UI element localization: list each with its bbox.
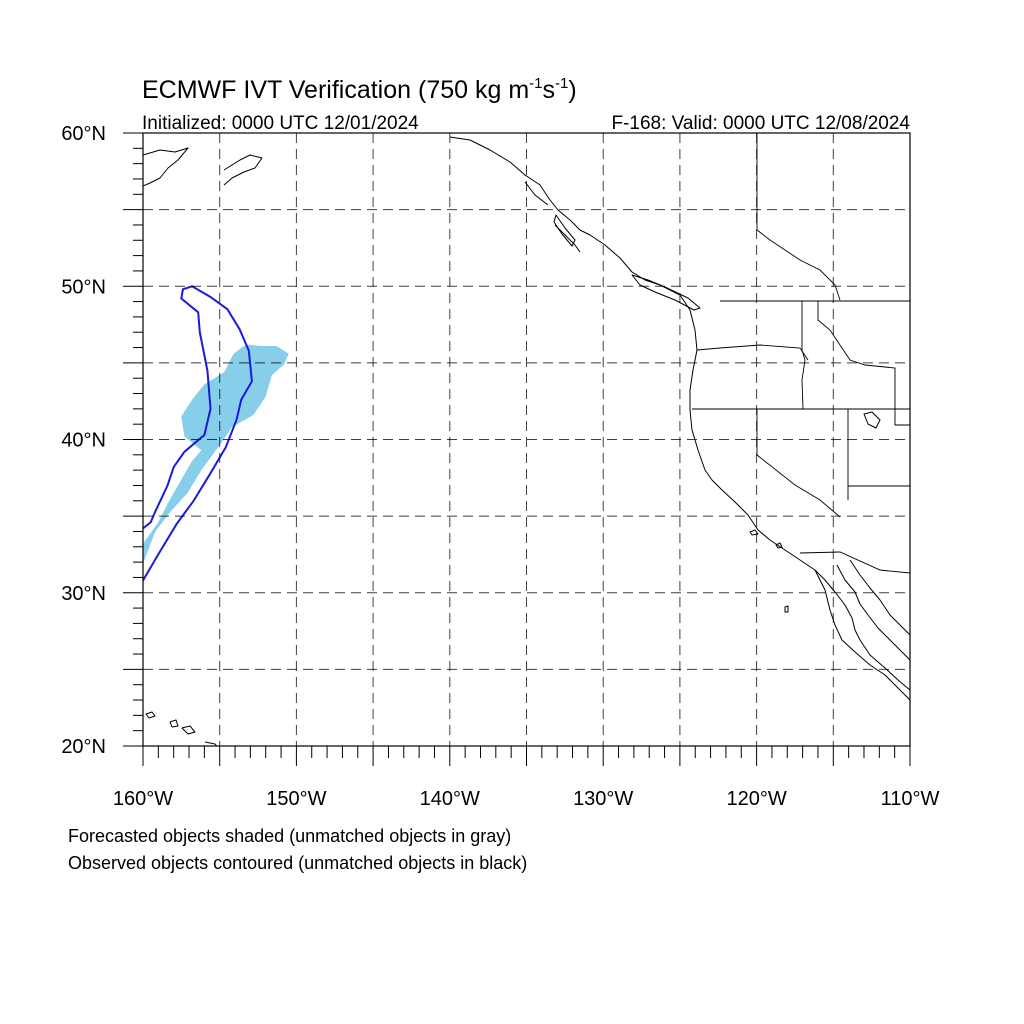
map-title: ECMWF IVT Verification (750 kg m-1s-1) <box>142 75 577 104</box>
lat-label: 60°N <box>61 123 106 145</box>
observed-caption: Observed objects contoured (unmatched ob… <box>68 853 528 873</box>
lon-label: 160°W <box>113 788 173 810</box>
init-time-label: Initialized: 0000 UTC 12/01/2024 <box>142 113 419 134</box>
forecast-caption: Forecasted objects shaded (unmatched obj… <box>68 826 512 846</box>
political-borders <box>692 133 910 574</box>
gridlines <box>143 133 910 746</box>
axis-ticks <box>123 132 911 766</box>
lon-label: 110°W <box>881 788 940 810</box>
longitude-labels: 160°W 150°W 140°W 130°W 120°W 110°W <box>113 788 940 810</box>
lat-label: 30°N <box>61 583 106 605</box>
coastlines <box>143 136 910 746</box>
lon-label: 120°W <box>726 788 786 810</box>
lon-label: 150°W <box>266 788 326 810</box>
lon-label: 130°W <box>573 788 633 810</box>
lat-label: 50°N <box>61 276 106 298</box>
latitude-labels: 60°N 50°N 40°N 30°N 20°N <box>61 123 106 758</box>
lon-label: 140°W <box>420 788 480 810</box>
lat-label: 40°N <box>61 430 106 452</box>
lat-label: 20°N <box>61 736 106 758</box>
valid-time-label: F-168: Valid: 0000 UTC 12/08/2024 <box>611 113 910 134</box>
forecast-object <box>143 344 289 564</box>
